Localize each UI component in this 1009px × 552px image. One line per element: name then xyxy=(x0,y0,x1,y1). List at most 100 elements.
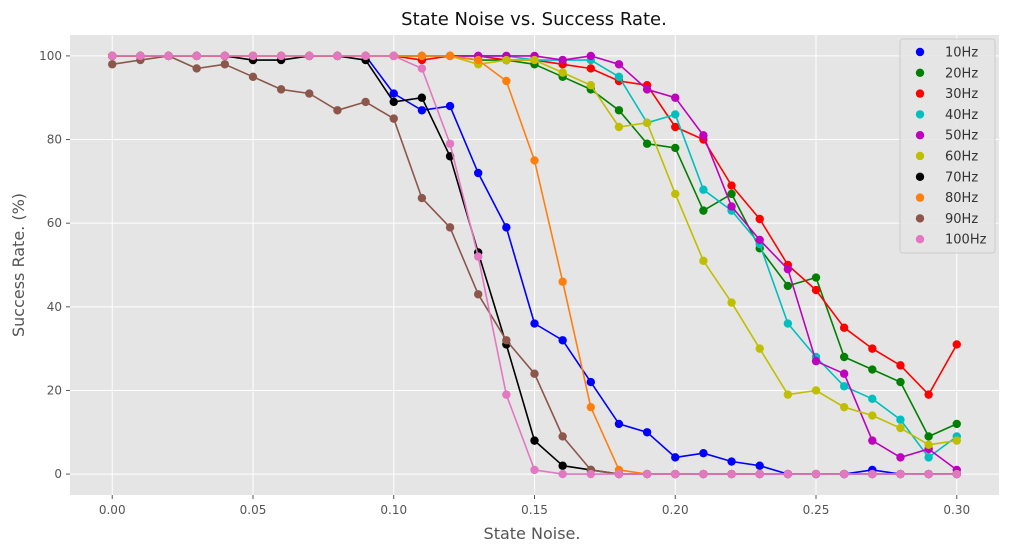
y-tick-label: 0 xyxy=(54,467,62,481)
data-point xyxy=(699,256,708,266)
data-point xyxy=(699,185,708,194)
y-tick-label: 80 xyxy=(47,133,62,147)
data-point xyxy=(333,106,342,115)
data-point xyxy=(755,344,764,353)
data-point xyxy=(727,469,736,479)
data-point xyxy=(473,290,483,299)
data-point xyxy=(868,469,877,479)
data-point xyxy=(952,419,961,429)
data-point xyxy=(811,285,821,295)
data-point xyxy=(530,369,539,378)
data-point xyxy=(614,469,624,479)
data-point xyxy=(164,51,173,61)
data-point xyxy=(783,390,793,399)
data-point xyxy=(783,319,793,328)
data-point xyxy=(445,51,455,61)
data-point xyxy=(361,97,370,107)
data-point xyxy=(502,223,511,232)
data-point xyxy=(896,423,905,433)
data-point xyxy=(220,51,230,61)
data-point xyxy=(671,122,680,132)
legend-marker xyxy=(915,214,925,223)
data-point xyxy=(924,453,933,462)
legend-label: 60Hz xyxy=(945,150,978,165)
data-point xyxy=(811,386,821,395)
y-tick-label: 100 xyxy=(39,49,62,63)
data-point xyxy=(473,168,483,178)
x-tick-label: 0.00 xyxy=(99,503,126,517)
legend-marker xyxy=(915,151,925,161)
legend-label: 70Hz xyxy=(945,170,978,185)
data-point xyxy=(868,394,877,404)
data-point xyxy=(868,411,877,420)
data-point xyxy=(671,110,680,119)
data-point xyxy=(417,64,427,73)
data-point xyxy=(558,277,567,286)
data-point xyxy=(839,382,849,391)
data-point xyxy=(417,93,427,102)
data-point xyxy=(896,377,905,387)
legend-marker xyxy=(915,68,925,78)
data-point xyxy=(671,143,680,153)
legend-marker xyxy=(915,172,925,181)
data-point xyxy=(839,352,849,362)
legend-marker xyxy=(915,131,925,140)
data-point xyxy=(811,273,821,282)
data-point xyxy=(558,55,567,65)
data-point xyxy=(755,461,764,470)
data-point xyxy=(136,51,145,61)
legend-label: 40Hz xyxy=(945,108,978,123)
data-point xyxy=(417,51,427,61)
data-point xyxy=(473,252,483,261)
x-tick-label: 0.20 xyxy=(662,503,689,517)
data-point xyxy=(755,235,764,245)
x-tick-label: 0.30 xyxy=(943,503,970,517)
y-tick-label: 60 xyxy=(47,216,62,230)
data-point xyxy=(614,106,624,115)
legend-label: 30Hz xyxy=(945,87,978,102)
data-point xyxy=(108,51,117,61)
data-point xyxy=(248,72,258,82)
y-tick-label: 20 xyxy=(47,383,62,397)
legend-marker xyxy=(915,47,925,57)
series-100Hz xyxy=(108,51,961,479)
data-point xyxy=(220,60,230,69)
data-point xyxy=(811,356,821,366)
data-point xyxy=(614,122,624,132)
data-point xyxy=(530,319,539,328)
data-point xyxy=(502,76,511,86)
grid xyxy=(70,35,999,495)
data-point xyxy=(558,336,567,345)
data-point xyxy=(305,51,314,61)
data-point xyxy=(558,432,567,441)
data-point xyxy=(642,428,652,437)
data-point xyxy=(699,448,708,458)
data-point xyxy=(417,193,427,203)
data-point xyxy=(248,51,258,61)
data-point xyxy=(389,97,398,107)
data-point xyxy=(586,402,596,412)
data-point xyxy=(502,390,511,399)
data-point xyxy=(727,298,736,307)
data-point xyxy=(530,156,539,165)
legend-marker xyxy=(915,235,925,244)
y-tick-label: 40 xyxy=(47,300,62,314)
data-point xyxy=(642,118,652,128)
data-point xyxy=(614,72,624,82)
data-point xyxy=(389,89,398,98)
data-point xyxy=(811,469,821,479)
data-point xyxy=(727,181,736,190)
data-point xyxy=(868,436,877,445)
data-point xyxy=(333,51,342,61)
data-point xyxy=(699,131,708,140)
data-point xyxy=(108,60,117,69)
data-point xyxy=(868,365,877,374)
data-point xyxy=(558,469,567,479)
legend-label: 20Hz xyxy=(945,66,978,81)
data-point xyxy=(614,419,624,429)
data-point xyxy=(445,101,455,111)
x-axis-title: State Noise. xyxy=(484,524,581,543)
data-point xyxy=(586,64,596,73)
data-point xyxy=(502,55,511,65)
data-point xyxy=(389,114,398,123)
